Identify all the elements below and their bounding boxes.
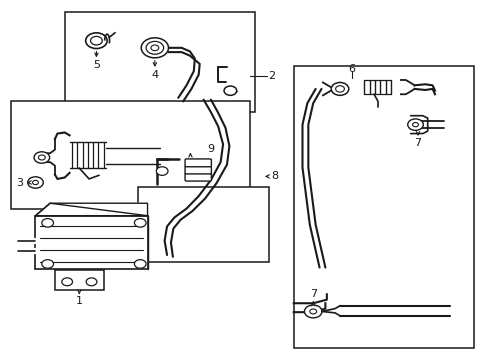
- Text: 4: 4: [151, 69, 158, 80]
- Polygon shape: [35, 203, 147, 216]
- Circle shape: [304, 305, 322, 318]
- Text: 6: 6: [349, 64, 356, 74]
- Bar: [65, 12, 255, 112]
- Bar: [294, 66, 474, 348]
- Circle shape: [156, 167, 168, 175]
- Circle shape: [408, 119, 423, 130]
- Text: 7: 7: [310, 289, 317, 299]
- Circle shape: [336, 86, 344, 92]
- FancyBboxPatch shape: [185, 173, 211, 181]
- Text: 7: 7: [415, 138, 421, 148]
- Circle shape: [151, 45, 159, 51]
- Bar: [106, 149, 160, 163]
- FancyBboxPatch shape: [185, 166, 211, 174]
- Text: 1: 1: [76, 296, 83, 306]
- Circle shape: [32, 180, 38, 185]
- Text: 5: 5: [93, 60, 100, 70]
- Bar: [11, 102, 250, 208]
- Circle shape: [86, 33, 107, 49]
- Circle shape: [34, 152, 49, 163]
- Circle shape: [38, 155, 45, 160]
- Circle shape: [42, 260, 53, 268]
- Circle shape: [91, 36, 102, 45]
- FancyBboxPatch shape: [185, 159, 211, 167]
- Circle shape: [310, 309, 317, 314]
- Text: 2: 2: [268, 71, 275, 81]
- Circle shape: [224, 86, 237, 95]
- Circle shape: [331, 82, 349, 95]
- Circle shape: [62, 278, 73, 286]
- Circle shape: [134, 260, 146, 268]
- Circle shape: [141, 38, 169, 58]
- Circle shape: [86, 278, 97, 286]
- Bar: [138, 187, 270, 262]
- Bar: [35, 216, 147, 269]
- Circle shape: [134, 219, 146, 227]
- Circle shape: [413, 122, 418, 127]
- Circle shape: [42, 219, 53, 227]
- Text: 3: 3: [16, 177, 24, 188]
- Bar: [55, 270, 104, 290]
- Circle shape: [28, 177, 43, 188]
- Circle shape: [146, 41, 164, 54]
- Text: 8: 8: [271, 171, 279, 181]
- Text: 9: 9: [207, 144, 215, 154]
